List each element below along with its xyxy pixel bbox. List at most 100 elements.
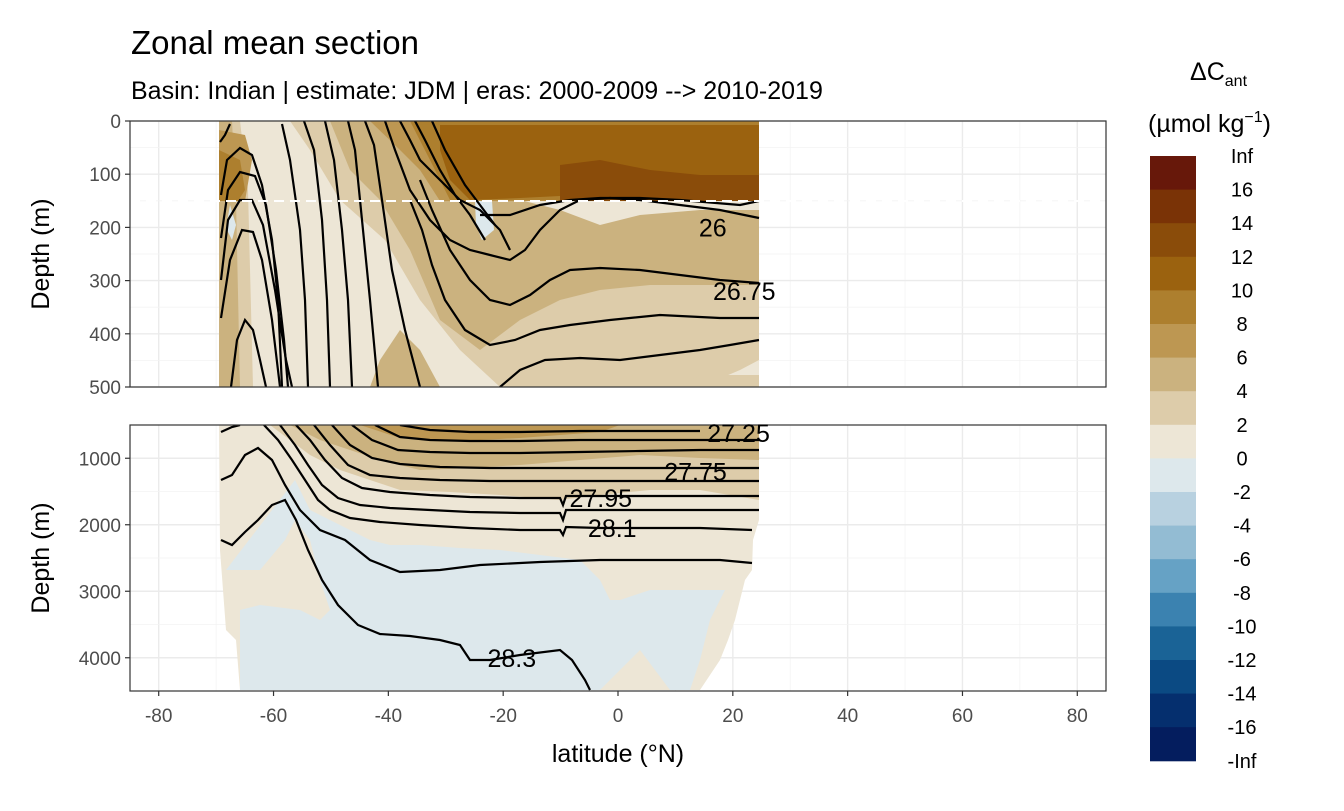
- upper-isopycnal-26: [480, 196, 760, 217]
- upper-isopycnal: [219, 198, 294, 387]
- chart-subtitle: Basin: Indian | estimate: JDM | eras: 20…: [131, 77, 823, 105]
- upper-isopycnal: [399, 121, 511, 251]
- contour-label: 27.75: [664, 459, 727, 487]
- legend-color-swatch: [1150, 324, 1196, 359]
- legend-color-swatch: [1150, 559, 1196, 594]
- upper-isopycnal: [280, 123, 310, 387]
- lower-isopycnal: [313, 425, 759, 483]
- lower-isopycnal: [351, 425, 759, 455]
- chart-title: Zonal mean section: [131, 24, 419, 61]
- contour-label: 28.3: [487, 645, 536, 673]
- legend-label: 2: [1236, 415, 1247, 437]
- upper-isopycnal: [418, 179, 760, 307]
- lower-panel: 1000 2000 3000 4000: [79, 424, 1107, 692]
- contour-label: 27.25: [707, 420, 770, 448]
- legend-unit-post: ): [1263, 110, 1271, 138]
- legend-label: 16: [1231, 180, 1253, 202]
- x-tick-label: -60: [260, 706, 287, 727]
- upper-isopycnal: [219, 170, 290, 387]
- upper-field-12-14: [560, 160, 759, 201]
- legend-label: -Inf: [1228, 751, 1257, 773]
- legend-color-swatch: [1150, 727, 1196, 762]
- legend-label: -6: [1233, 549, 1251, 571]
- legend-title: ΔCant: [1190, 58, 1248, 90]
- legend-labels: Inf 16 14 12 10 8 6 4 2 0 -2 -4 -6 -8 -10 -12 -14 -16 -Inf: [1228, 146, 1257, 773]
- legend-unit: (µmol kg−1): [1148, 109, 1271, 138]
- legend-unit-sup: −1: [1244, 109, 1262, 126]
- x-tick-label: -20: [489, 706, 516, 727]
- upper-panel-border: [129, 120, 1107, 388]
- upper-y-ticks: 0 100 200 300 400 500: [89, 112, 130, 399]
- legend-color-swatch: [1150, 660, 1196, 695]
- contour-label: 28.1: [588, 515, 637, 543]
- upper-field-negative: [226, 205, 236, 240]
- legend-color-swatch: [1150, 290, 1196, 325]
- legend-label: -16: [1228, 717, 1257, 739]
- upper-isopycnal: [408, 199, 759, 347]
- legend-label: -14: [1228, 684, 1257, 706]
- legend-unit-pre: (µmol kg: [1148, 110, 1244, 138]
- legend-label: 10: [1231, 280, 1253, 302]
- legend-label: -8: [1233, 583, 1251, 605]
- upper-isopycnal: [383, 121, 760, 262]
- x-tick-label: 60: [952, 706, 973, 727]
- upper-contour-lines: [219, 121, 760, 387]
- upper-isopycnal: [499, 338, 760, 387]
- x-tick-label: 40: [837, 706, 858, 727]
- legend-label: 6: [1236, 348, 1247, 370]
- legend-label: Inf: [1231, 146, 1254, 168]
- contour-label: 26: [699, 214, 727, 242]
- y-tick-label: 100: [89, 165, 121, 186]
- legend-title-sub: ant: [1225, 73, 1248, 90]
- y-tick-label: 400: [89, 325, 121, 346]
- y-tick-label: 200: [89, 218, 121, 239]
- lower-isopycnal-28-3: [220, 498, 591, 691]
- legend-color-swatch: [1150, 391, 1196, 426]
- x-tick-label: -80: [145, 706, 172, 727]
- legend-color-swatch: [1150, 458, 1196, 493]
- legend-label: -2: [1233, 482, 1251, 504]
- legend-label: 12: [1231, 247, 1253, 269]
- legend-color-swatch: [1150, 223, 1196, 258]
- y-tick-label: 0: [110, 112, 121, 133]
- legend-label: -12: [1228, 650, 1257, 672]
- legend-color-swatch: [1150, 156, 1196, 191]
- legend-label: 14: [1231, 213, 1253, 235]
- legend-color-swatch: [1150, 693, 1196, 728]
- x-tick-label: -40: [375, 706, 402, 727]
- y-tick-label: 2000: [79, 516, 121, 537]
- lower-isopycnal: [399, 425, 700, 434]
- upper-panel: 0 100 200 300 400 500: [89, 112, 1107, 399]
- legend-label: 4: [1236, 381, 1247, 403]
- upper-isopycnal: [323, 121, 354, 387]
- contour-label: 27.95: [569, 485, 632, 513]
- lower-field-negative: [226, 480, 725, 690]
- lower-isopycnal: [263, 425, 753, 538]
- legend-color-swatch: [1150, 189, 1196, 224]
- x-axis-title: latitude (°N): [552, 740, 684, 768]
- upper-isopycnal: [363, 121, 422, 387]
- legend-label: -10: [1228, 616, 1257, 638]
- lower-panel-field: [219, 425, 759, 691]
- x-axis-ticks: -80 -60 -40 -20 0 20 40 60 80: [145, 691, 1088, 727]
- lower-isopycnal: [220, 425, 241, 434]
- y-axis-title-lower: Depth (m): [27, 502, 55, 613]
- legend-color-swatch: [1150, 256, 1196, 291]
- lower-isopycnal: [279, 425, 759, 524]
- legend-color-swatch: [1150, 525, 1196, 560]
- y-axis-title-upper: Depth (m): [27, 198, 55, 309]
- lower-isopycnal: [331, 425, 759, 470]
- upper-isopycnal: [346, 121, 380, 387]
- lower-y-ticks: 1000 2000 3000 4000: [79, 449, 130, 670]
- legend-colorbar: [1150, 156, 1196, 762]
- legend-color-swatch: [1150, 592, 1196, 627]
- legend-color-swatch: [1150, 626, 1196, 661]
- lower-isopycnal: [295, 425, 759, 509]
- legend-color-swatch: [1150, 424, 1196, 459]
- upper-isopycnal: [414, 121, 486, 241]
- x-tick-label: 0: [613, 706, 624, 727]
- upper-field-lower-band: [680, 375, 759, 387]
